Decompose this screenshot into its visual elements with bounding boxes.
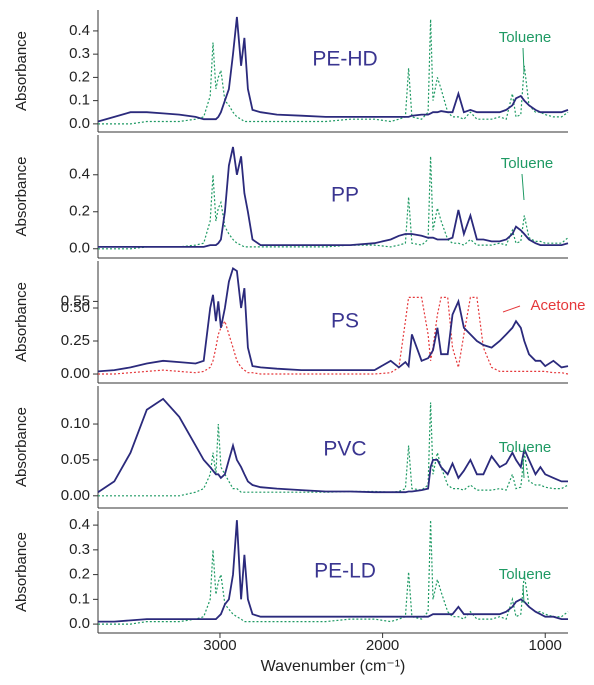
y-tick-label: 0.4	[69, 22, 90, 39]
y-tick-label: 0.3	[69, 541, 90, 558]
y-tick-label: 0.2	[69, 68, 90, 85]
spectrum-line	[97, 16, 569, 123]
y-axis-label: Absorbance	[13, 532, 30, 612]
y-axis-label: Absorbance	[13, 407, 30, 487]
y-axis-label: Absorbance	[13, 282, 30, 362]
reference-label: Acetone	[530, 297, 585, 314]
x-tick-label: 3000	[203, 637, 236, 654]
y-tick-label: 0.3	[69, 45, 90, 62]
y-tick-label: 0.00	[61, 365, 90, 382]
y-tick-label: 0.4	[69, 516, 90, 533]
sample-label: PE-HD	[312, 48, 377, 71]
annotation-leader	[522, 47, 525, 73]
reference-line	[98, 156, 569, 250]
y-tick-label: 0.25	[61, 332, 90, 349]
sample-label: PS	[331, 310, 359, 333]
annotation-leader	[521, 173, 525, 201]
y-tick-label: 0.0	[69, 615, 90, 632]
reference-label: Toluene	[499, 566, 552, 583]
reference-label: Toluene	[501, 155, 554, 172]
x-tick-label: 2000	[366, 637, 399, 654]
reference-label: Toluene	[499, 439, 552, 456]
reference-line	[98, 19, 569, 125]
reference-line	[98, 296, 569, 375]
y-tick-label: 0.4	[69, 166, 90, 183]
reference-label: Toluene	[499, 29, 552, 46]
y-tick-label: 0.1	[69, 590, 90, 607]
y-tick-label: 0.2	[69, 566, 90, 583]
y-axis-label: Absorbance	[13, 31, 30, 111]
sample-label: PP	[331, 184, 359, 207]
spectrum-line	[97, 266, 569, 373]
x-tick-label: 1000	[529, 637, 562, 654]
y-tick-label: 0.2	[69, 203, 90, 220]
y-tick-label: 0.0	[69, 240, 90, 257]
sample-label: PE-LD	[314, 560, 376, 583]
y-axis-label: Absorbance	[13, 156, 30, 236]
y-tick-label: 0.55	[61, 292, 90, 309]
y-tick-label: 0.05	[61, 451, 90, 468]
spectrum-line	[98, 520, 568, 623]
spectrum-line	[98, 146, 569, 248]
y-tick-label: 0.0	[69, 115, 90, 132]
y-tick-label: 0.1	[69, 92, 90, 109]
annotation-leader	[522, 584, 525, 604]
reference-line	[98, 520, 569, 625]
annotation-leader	[502, 305, 521, 313]
y-tick-label: 0.10	[61, 415, 90, 432]
y-tick-label: 0.50	[61, 299, 90, 316]
x-axis-label: Wavenumber (cm⁻¹)	[261, 658, 406, 675]
spectrum-line	[97, 397, 568, 494]
y-tick-label: 0.00	[61, 487, 90, 504]
annotation-leader	[522, 457, 525, 479]
sample-label: PVC	[323, 438, 366, 461]
